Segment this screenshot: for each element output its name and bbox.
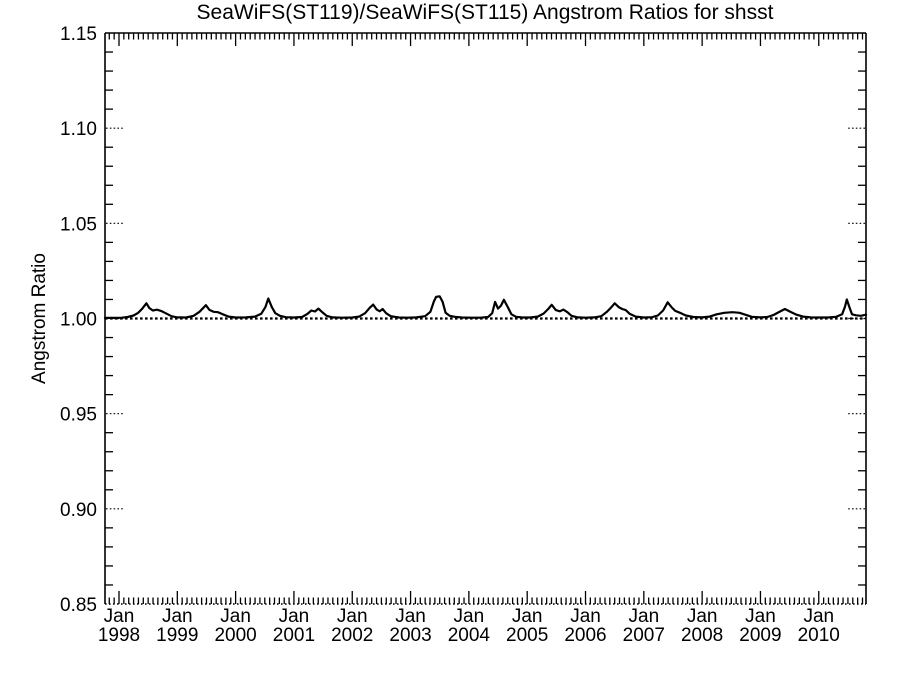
x-tick-label-month: Jan [745,606,776,627]
x-tick-label-month: Jan [337,606,368,627]
x-tick-label-month: Jan [512,606,543,627]
y-tick-label: 1.10 [60,119,97,140]
x-tick-label-year: 2001 [273,625,315,646]
y-tick-label: 0.90 [60,500,97,521]
y-axis-title: Angstrom Ratio [29,253,50,384]
y-tick-label: 1.00 [60,310,97,331]
tick-label-layer: Jan1998Jan1999Jan2000Jan2001Jan2002Jan20… [60,24,840,646]
x-tick-label-month: Jan [104,606,135,627]
x-tick-label-month: Jan [162,606,193,627]
x-tick-label-year: 2004 [448,625,491,646]
x-tick-label-year: 1999 [156,625,198,646]
data-series-line [103,295,868,319]
x-tick-label-month: Jan [687,606,718,627]
chart-title: SeaWiFS(ST119)/SeaWiFS(ST115) Angstrom R… [197,1,774,24]
x-tick-label-year: 2002 [331,625,373,646]
x-tick-label-year: 2005 [506,625,548,646]
x-tick-label-month: Jan [454,606,485,627]
x-tick-label-month: Jan [570,606,601,627]
y-tick-label: 0.95 [60,405,97,426]
x-tick-label-year: 2007 [623,625,665,646]
y-tick-label: 1.15 [60,24,97,45]
x-tick-label-month: Jan [395,606,426,627]
x-tick-label-month: Jan [803,606,834,627]
x-tick-label-month: Jan [279,606,310,627]
x-tick-label-year: 1998 [98,625,140,646]
x-tick-label-month: Jan [629,606,660,627]
y-tick-label: 0.85 [60,595,97,616]
x-tick-label-year: 2009 [739,625,781,646]
x-tick-label-year: 2006 [564,625,606,646]
tick-layer [105,33,866,604]
x-tick-label-year: 2010 [798,625,840,646]
x-tick-label-month: Jan [220,606,251,627]
x-tick-label-year: 2008 [681,625,723,646]
x-tick-label-year: 2003 [389,625,431,646]
y-tick-label: 1.05 [60,214,97,235]
x-tick-label-year: 2000 [214,625,256,646]
